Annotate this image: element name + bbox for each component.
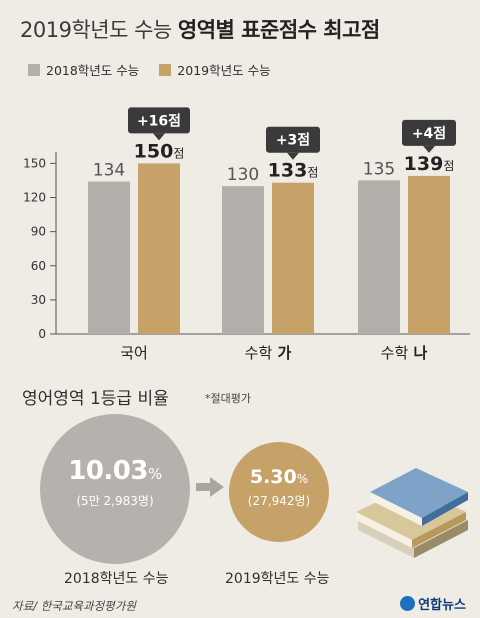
y-tick-label-5: 150 [23,156,46,170]
data-label-2-0: 135 [363,159,395,179]
chart-title: 2019학년도 수능 영역별 표준점수 최고점 [20,14,380,44]
y-tick-label-1: 30 [31,293,46,307]
bar-1-1 [272,182,314,334]
y-tick-label-2: 60 [31,259,46,273]
agency-name: 연합뉴스 [418,598,466,613]
legend-swatch-2019 [159,63,172,76]
callout-text-1: +3점 [276,132,310,149]
english-2018-percent: 10.03% [68,456,162,486]
y-tick-label-3: 90 [31,225,46,239]
english-2018-count: (5만 2,983명) [76,494,154,508]
y-tick-label-4: 120 [23,191,46,205]
english-2019-label: 2019학년도 수능 [225,571,330,587]
english-2018-label: 2018학년도 수능 [64,571,169,587]
agency-logo-icon [400,596,416,611]
legend-swatch-2018 [28,63,40,76]
category-label-2: 수학 나 [381,344,428,362]
english-2019-count: (27,942명) [247,494,311,508]
callout-box-0 [128,107,190,134]
data-label-2-1: 139점 [404,153,455,175]
english-2018-circle: 10.03% (5만 2,983명) [40,414,190,564]
data-label-1-1: 133점 [268,160,319,182]
bar-2-1 [408,175,450,334]
callout-box-1 [266,126,320,153]
callout-text-2: +4점 [412,125,446,142]
callout-pointer-1 [287,152,299,160]
legend: 2018학년도 수능 2019학년도 수능 [28,60,271,79]
arrow-right-icon [196,477,224,497]
books-icon [356,468,468,558]
legend-label-2018: 2018학년도 수능 [46,63,140,78]
title-main: 영역별 표준점수 최고점 [177,18,380,42]
agency-logo: 연합뉴스 [400,594,466,613]
legend-item-2018: 2018학년도 수능 [28,60,139,79]
bar-0-1 [138,163,180,334]
callout-pointer-2 [423,145,435,153]
data-label-1-0: 130 [227,165,259,185]
bar-1-0 [222,186,264,334]
data-label-0-0: 134 [93,161,125,181]
data-label-0-1: 150점 [134,140,185,162]
english-section-note: *절대평가 [205,392,251,405]
english-section-title: 영어영역 1등급 비율 [22,389,169,409]
bar-0-0 [88,181,130,334]
y-tick-label-0: 0 [38,327,46,341]
callout-text-0: +16점 [137,112,181,129]
source-text: 자료/ 한국교육과정평가원 [12,599,136,613]
english-2019-circle: 5.30% (27,942명) [229,442,329,542]
callout-pointer-0 [153,133,165,141]
legend-item-2019: 2019학년도 수능 [159,60,271,79]
category-label-1: 수학 가 [245,344,292,362]
title-year: 2019학년도 수능 [20,18,172,42]
category-label-0: 국어 [120,344,148,362]
legend-label-2019: 2019학년도 수능 [177,63,271,78]
bar-2-0 [358,180,400,334]
english-2019-percent: 5.30% [249,466,309,488]
callout-box-2 [402,119,456,146]
